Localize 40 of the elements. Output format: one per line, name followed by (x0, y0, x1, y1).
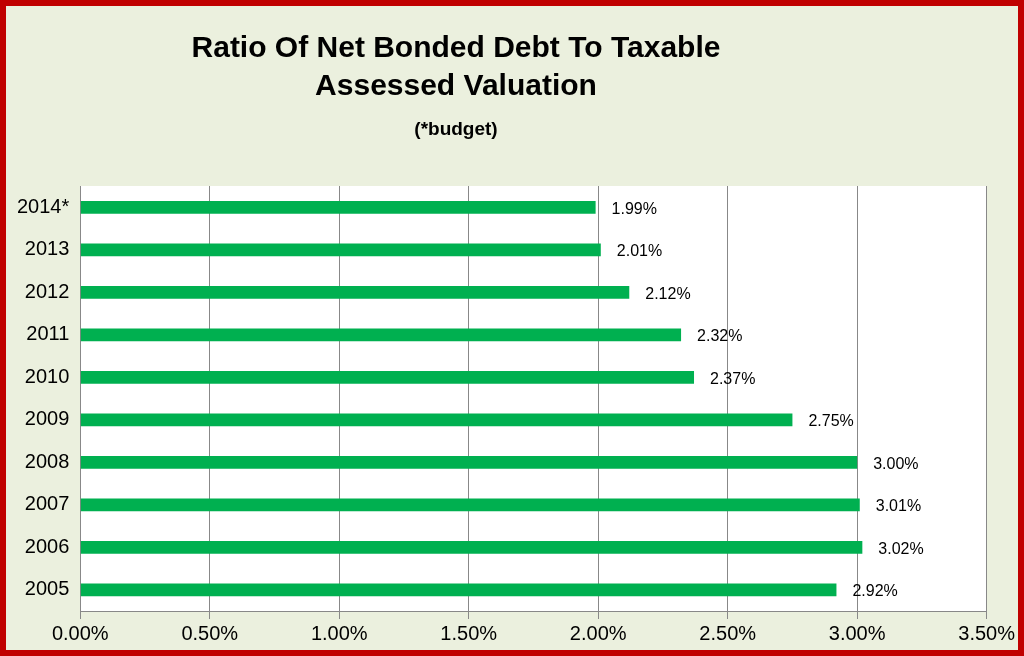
bar (80, 285, 630, 299)
bar (80, 200, 596, 214)
y-tick-label: 2006 (24, 534, 70, 557)
bar (80, 370, 695, 384)
y-tick-label: 2011 (26, 322, 70, 345)
x-tick-label: 3.00% (828, 621, 886, 644)
chart-title: Ratio Of Net Bonded Debt To Taxable Assessed Valuation (190, 29, 722, 103)
data-label: 2.37% (710, 369, 756, 387)
y-tick-label: 2008 (24, 449, 70, 472)
x-tick-label: 0.00% (51, 621, 109, 644)
y-tick-label: 2013 (24, 237, 70, 260)
bar (80, 413, 793, 427)
x-tick-label: 1.50% (440, 621, 498, 644)
data-label: 2.32% (697, 327, 743, 345)
bar (80, 540, 863, 554)
y-tick-label: 2005 (24, 577, 70, 600)
y-tick-label: 2012 (24, 279, 70, 302)
data-label: 1.99% (611, 199, 657, 217)
bar (80, 583, 837, 597)
bar (80, 455, 858, 469)
y-tick-label: 2010 (24, 364, 70, 387)
y-tick-label: 2014* (16, 194, 70, 217)
x-tick-label: 2.50% (699, 621, 757, 644)
x-tick-label: 1.00% (310, 621, 368, 644)
data-label: 2.12% (645, 284, 691, 302)
y-tick-label: 2009 (24, 407, 70, 430)
data-label: 3.00% (873, 454, 919, 472)
data-label: 2.01% (616, 242, 663, 260)
y-tick-label: 2007 (24, 492, 70, 515)
x-tick-label: 0.50% (181, 621, 239, 644)
x-tick-label: 3.50% (958, 621, 1016, 644)
data-label: 3.02% (878, 539, 924, 557)
data-label: 2.75% (808, 412, 854, 430)
bar (80, 498, 860, 512)
x-tick-label: 2.00% (569, 621, 627, 644)
bar (80, 328, 682, 342)
data-label: 2.92% (852, 582, 898, 600)
data-label: 3.01% (875, 497, 922, 515)
bar (80, 243, 601, 257)
chart-subtitle: (*budget) (413, 118, 499, 140)
